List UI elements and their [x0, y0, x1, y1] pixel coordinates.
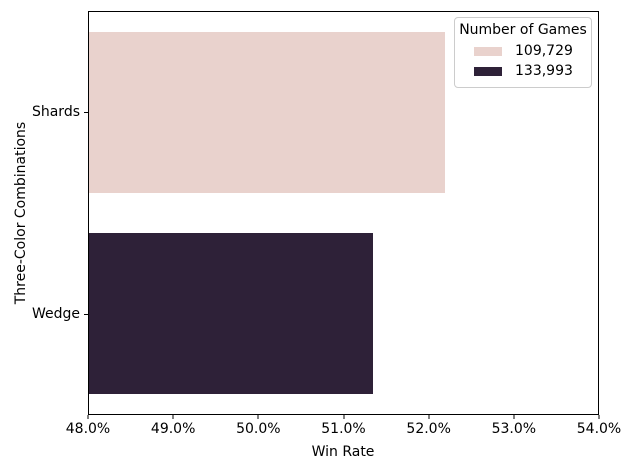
x-tick-label: 53.0%: [491, 421, 537, 437]
x-tick-mark: [428, 415, 430, 419]
x-tick-label: 49.0%: [150, 421, 196, 437]
plot-area: Number of Games 109,729 133,993: [88, 11, 599, 415]
y-tick-wedge: Wedge: [0, 213, 83, 415]
y-tick-label-wedge: Wedge: [31, 306, 80, 322]
x-tick-mark: [598, 415, 600, 419]
x-tick-label: 54.0%: [576, 421, 622, 437]
y-tick-mark-shards: [84, 112, 88, 113]
x-axis-ticks: 48.0% 49.0% 50.0% 51.0% 52.0% 53.0% 54.0%: [66, 415, 621, 445]
y-tick-shards: Shards: [0, 11, 83, 213]
bar-wedge: [89, 233, 374, 394]
legend-swatch-light: [474, 46, 502, 56]
x-axis-title: Win Rate: [311, 444, 375, 460]
legend-label-dark: 133,993: [515, 63, 573, 79]
y-axis-tick-labels: Shards Wedge: [0, 11, 83, 415]
legend-label-light: 109,729: [515, 43, 573, 59]
legend-swatch-dark: [474, 66, 502, 76]
x-tick-label: 51.0%: [321, 421, 366, 437]
legend-entry-shards: 109,729: [455, 41, 591, 61]
bar-row-wedge: [89, 213, 598, 414]
x-tick-mark: [257, 415, 259, 419]
legend-title: Number of Games: [459, 22, 587, 38]
bar-shards: [89, 32, 446, 193]
x-tick-mark: [87, 415, 89, 419]
x-tick-label: 50.0%: [236, 421, 281, 437]
x-tick-label: 48.0%: [65, 421, 111, 437]
x-tick-label: 52.0%: [406, 421, 451, 437]
y-tick-mark-wedge: [84, 314, 88, 315]
y-tick-label-shards: Shards: [31, 104, 80, 120]
x-tick-mark: [343, 415, 344, 419]
x-tick-mark: [172, 415, 174, 419]
x-tick-mark: [513, 415, 515, 419]
legend: Number of Games 109,729 133,993: [454, 17, 592, 88]
legend-entry-wedge: 133,993: [455, 61, 591, 81]
bar-row-shards: [89, 12, 598, 213]
